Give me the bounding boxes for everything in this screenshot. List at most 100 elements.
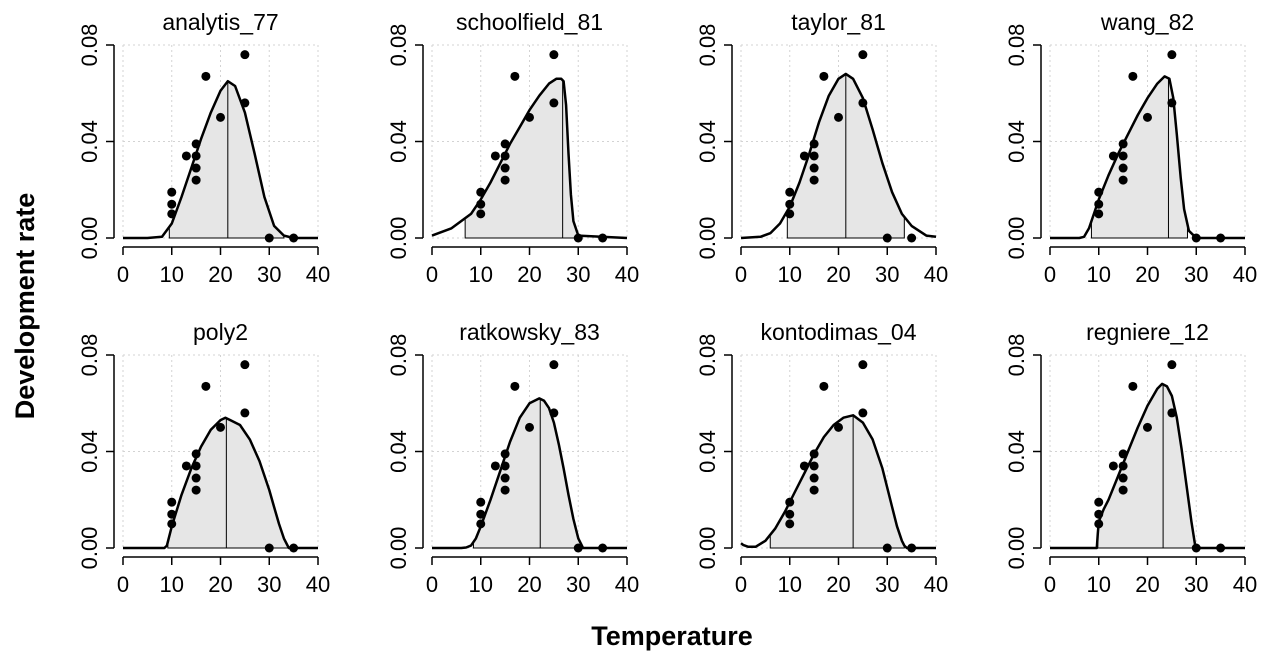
y-tick-label: 0.04 (1004, 120, 1029, 163)
data-point (216, 422, 225, 432)
panel-title: wang_82 (1100, 9, 1194, 35)
x-tick-label: 30 (257, 262, 281, 287)
data-point (167, 209, 177, 219)
data-point (191, 473, 201, 483)
data-point (500, 163, 510, 173)
data-point (549, 408, 559, 418)
data-point (598, 543, 608, 553)
data-point (549, 360, 559, 370)
data-point (201, 381, 211, 391)
x-tick-label: 20 (826, 572, 850, 597)
data-point (809, 139, 819, 149)
x-tick-label: 0 (735, 262, 747, 287)
panel-analytis_77: 0 10 20 30 40 0.00 0.04 0.08 analytis_77 (77, 9, 330, 287)
data-point (1191, 233, 1201, 243)
fitted-curve (740, 72, 937, 240)
data-point (1094, 187, 1104, 197)
y-tick-label: 0.00 (77, 527, 102, 570)
data-point (264, 233, 274, 243)
data-point (598, 233, 608, 243)
x-tick-label: 40 (306, 572, 330, 597)
data-point (1118, 461, 1128, 471)
data-point (191, 163, 201, 173)
data-point (573, 543, 583, 553)
x-tick-label: 0 (117, 262, 129, 287)
data-point (500, 151, 510, 161)
fitted-curve (123, 79, 318, 240)
data-point (476, 199, 486, 209)
data-point (785, 509, 795, 519)
y-tick-label: 0.08 (1004, 334, 1029, 377)
data-point (181, 461, 191, 471)
y-tick-label: 0.04 (1004, 430, 1029, 473)
x-tick-label: 40 (924, 572, 948, 597)
panel-wang_82: 0 10 20 30 40 0.00 0.04 0.08 wang_82 (1004, 9, 1257, 287)
data-point (1118, 175, 1128, 185)
data-point (289, 543, 299, 553)
data-point (1128, 381, 1138, 391)
y-tick-label: 0.08 (386, 334, 411, 377)
data-point (1128, 71, 1138, 81)
data-point (809, 485, 819, 495)
data-point (1167, 408, 1177, 418)
x-tick-label: 0 (117, 572, 129, 597)
data-point (1094, 199, 1104, 209)
data-point (1118, 151, 1128, 161)
y-tick-label: 0.08 (695, 334, 720, 377)
data-point (476, 209, 486, 219)
data-point (1094, 509, 1104, 519)
data-point (510, 381, 520, 391)
y-tick-label: 0.08 (695, 24, 720, 67)
panels: 0 10 20 30 40 0.00 0.04 0.08 analytis_77 0 10 20 30 4… (77, 9, 1257, 597)
data-point (882, 543, 892, 553)
data-point (476, 187, 486, 197)
panel-ratkowsky_83: 0 10 20 30 40 0.00 0.04 0.08 ratkowsky_83 (386, 319, 639, 597)
data-point (573, 233, 583, 243)
data-point (1167, 360, 1177, 370)
x-tick-label: 20 (208, 262, 232, 287)
data-point (819, 381, 829, 391)
data-point (191, 485, 201, 495)
panel-taylor_81: 0 10 20 30 40 0.00 0.04 0.08 taylor_81 (695, 9, 948, 287)
data-point (907, 543, 917, 553)
data-point (500, 449, 510, 459)
data-point (167, 497, 177, 507)
x-tick-label: 40 (924, 262, 948, 287)
panel-kontodimas_04: 0 10 20 30 40 0.00 0.04 0.08 kontodimas_04 (695, 319, 948, 597)
data-point (167, 187, 177, 197)
y-tick-label: 0.04 (77, 120, 102, 163)
x-tick-label: 20 (1135, 572, 1159, 597)
data-point (1108, 151, 1118, 161)
data-point (1118, 163, 1128, 173)
x-tick-label: 30 (875, 572, 899, 597)
data-point (809, 151, 819, 161)
y-tick-label: 0.08 (77, 334, 102, 377)
x-tick-label: 10 (778, 572, 802, 597)
y-tick-label: 0.00 (386, 217, 411, 260)
data-point (858, 360, 868, 370)
x-tick-label: 0 (426, 572, 438, 597)
data-point (476, 509, 486, 519)
data-point (799, 151, 809, 161)
data-point (500, 473, 510, 483)
x-tick-label: 40 (615, 572, 639, 597)
panel-title: kontodimas_04 (761, 319, 917, 345)
y-axis-title: Development rate (10, 193, 40, 420)
data-point (858, 408, 868, 418)
data-point (490, 151, 500, 161)
x-tick-label: 30 (257, 572, 281, 597)
data-point (1118, 473, 1128, 483)
data-point (191, 175, 201, 185)
data-point (167, 199, 177, 209)
data-point (785, 209, 795, 219)
data-point (1118, 485, 1128, 495)
data-point (549, 98, 559, 108)
y-tick-label: 0.00 (695, 527, 720, 570)
data-point (476, 519, 486, 529)
x-tick-label: 20 (826, 262, 850, 287)
panel-title: regniere_12 (1086, 319, 1209, 345)
fitted-curve (432, 397, 627, 550)
x-tick-label: 0 (1044, 262, 1056, 287)
data-point (500, 485, 510, 495)
data-point (500, 139, 510, 149)
